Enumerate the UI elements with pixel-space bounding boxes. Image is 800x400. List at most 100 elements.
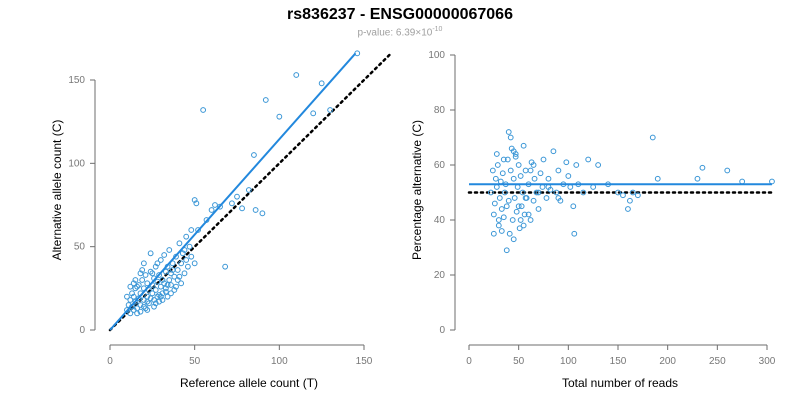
right-data-point xyxy=(513,208,520,215)
right-x-tick-label: 50 xyxy=(513,356,525,367)
left-data-point xyxy=(239,205,245,212)
left-data-point xyxy=(252,207,259,213)
left-data-point xyxy=(151,297,157,303)
right-data-point xyxy=(530,162,537,168)
right-data-point xyxy=(571,230,578,237)
left-data-point xyxy=(162,285,169,292)
left-data-point xyxy=(157,293,164,300)
left-data-point xyxy=(144,280,151,287)
left-data-point xyxy=(168,270,174,277)
left-data-point xyxy=(127,283,134,290)
left-data-point xyxy=(130,293,137,300)
left-data-point xyxy=(127,310,134,317)
left-data-point xyxy=(179,250,186,257)
left-data-point xyxy=(168,282,174,288)
right-data-point xyxy=(543,195,550,201)
left-data-point xyxy=(132,277,139,283)
right-data-point xyxy=(522,195,529,201)
right-data-point xyxy=(496,195,503,201)
left-data-point xyxy=(130,280,137,287)
left-data-point xyxy=(139,277,146,283)
right-data-point xyxy=(490,230,497,237)
left-data-point xyxy=(137,302,144,308)
right-data-point xyxy=(567,184,574,190)
right-data-point xyxy=(535,189,542,196)
right-data-point xyxy=(499,170,506,177)
left-data-point xyxy=(166,277,173,283)
right-data-point xyxy=(525,211,532,218)
left-data-point xyxy=(191,260,198,267)
right-data-point xyxy=(520,222,527,229)
right-data-point xyxy=(530,197,537,204)
right-data-point xyxy=(510,175,517,182)
right-data-point xyxy=(507,134,514,141)
right-data-point xyxy=(503,247,510,254)
right-data-point xyxy=(540,156,547,163)
left-data-point xyxy=(200,107,207,113)
right-data-point xyxy=(518,203,525,210)
right-data-point xyxy=(507,167,514,174)
right-data-point xyxy=(654,175,661,182)
right-data-point xyxy=(514,184,521,190)
right-x-tick-label: 300 xyxy=(759,356,776,367)
right-data-point xyxy=(522,167,529,174)
right-data-point xyxy=(630,189,636,196)
left-data-point xyxy=(178,260,185,267)
left-y-tick-label: 100 xyxy=(68,158,85,169)
right-data-point xyxy=(500,156,507,163)
right-data-point xyxy=(505,197,512,204)
left-data-point xyxy=(183,233,190,240)
right-x-tick-label: 100 xyxy=(560,356,577,367)
right-data-point xyxy=(520,142,527,149)
left-data-point xyxy=(327,107,334,113)
right-data-point xyxy=(627,197,633,204)
left-data-point xyxy=(154,278,161,285)
right-x-tick-label: 150 xyxy=(610,356,627,367)
left-data-point xyxy=(140,260,147,267)
left-data-point xyxy=(159,277,166,283)
right-data-point xyxy=(527,217,534,223)
left-data-point xyxy=(234,193,240,200)
left-data-point xyxy=(146,300,152,307)
right-data-point xyxy=(595,162,602,168)
left-data-point xyxy=(137,308,144,315)
left-data-point xyxy=(130,307,137,313)
left-data-point xyxy=(212,202,218,208)
left-data-point xyxy=(276,113,283,120)
right-data-point xyxy=(521,211,528,218)
chart-title: rs836237 - ENSG00000067066 xyxy=(287,6,513,23)
left-data-point xyxy=(144,307,151,313)
chart-subtitle: p-value: 6.39×10-10 xyxy=(0,26,800,38)
right-data-point xyxy=(555,167,562,174)
left-y-tick-label: 50 xyxy=(74,242,86,253)
left-data-point xyxy=(354,50,361,57)
left-y-tick-label: 0 xyxy=(79,325,85,336)
left-data-point xyxy=(134,283,140,290)
left-data-point xyxy=(181,270,188,277)
left-data-point xyxy=(152,300,159,307)
right-data-point xyxy=(510,236,517,243)
right-x-tick-label: 200 xyxy=(659,356,676,367)
left-data-point xyxy=(156,292,163,298)
left-data-point xyxy=(137,270,144,277)
left-fit-line xyxy=(109,52,357,331)
left-data-point xyxy=(191,197,198,203)
left-data-point xyxy=(293,72,300,78)
right-data-point xyxy=(620,192,626,199)
right-data-point xyxy=(487,189,494,196)
right-data-point xyxy=(503,203,510,210)
right-data-point xyxy=(625,206,631,212)
left-data-point xyxy=(183,257,190,263)
left-data-point xyxy=(159,297,166,303)
right-data-point xyxy=(634,192,641,199)
left-data-point xyxy=(262,97,269,103)
left-data-point xyxy=(259,210,266,217)
left-data-point xyxy=(174,267,181,273)
right-data-point xyxy=(585,156,592,163)
right-data-point xyxy=(489,167,496,174)
left-data-point xyxy=(154,293,161,300)
right-data-point xyxy=(515,162,522,168)
right-y-tick-label: 100 xyxy=(428,50,445,61)
